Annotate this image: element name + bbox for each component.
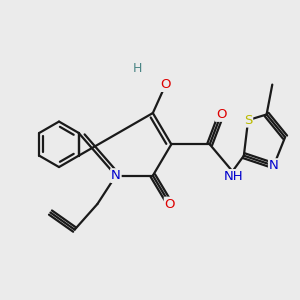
- Text: O: O: [160, 78, 171, 91]
- Text: NH: NH: [224, 170, 244, 183]
- Text: H: H: [133, 62, 142, 75]
- Text: O: O: [216, 108, 226, 121]
- Text: N: N: [269, 159, 279, 172]
- Text: S: S: [244, 114, 252, 127]
- Text: N: N: [111, 169, 121, 182]
- Text: O: O: [165, 197, 175, 211]
